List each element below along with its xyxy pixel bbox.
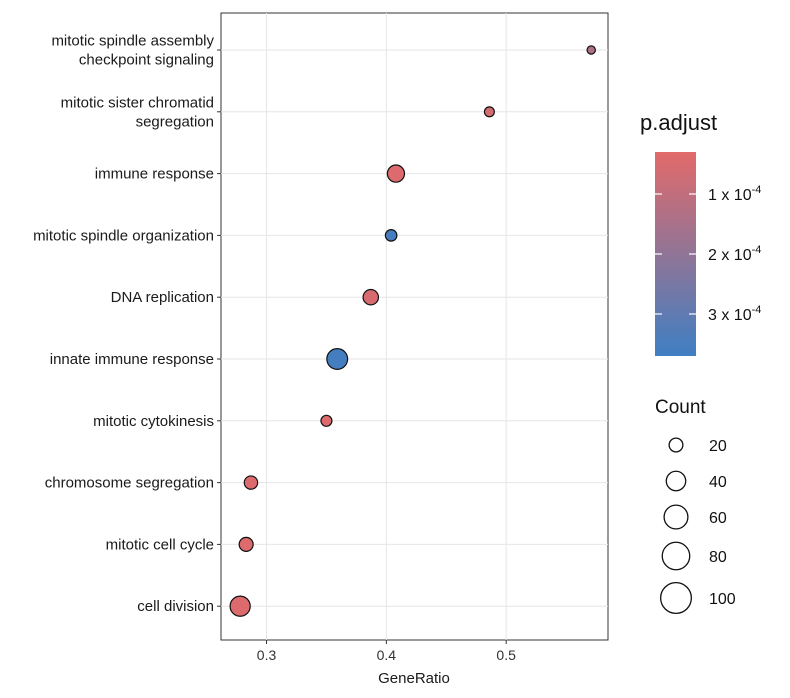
y-category-label-line: innate immune response bbox=[50, 351, 214, 368]
y-category-label-line: checkpoint signaling bbox=[79, 52, 214, 69]
y-category-label-line: mitotic spindle assembly bbox=[51, 33, 214, 50]
size-legend-label: 100 bbox=[709, 591, 736, 608]
y-category-label: mitotic cytokinesis bbox=[93, 413, 214, 430]
data-point bbox=[243, 475, 259, 490]
size-legend-circle bbox=[668, 437, 684, 453]
data-point bbox=[326, 348, 349, 370]
y-category-label: mitotic spindle assembly checkpoint signa… bbox=[51, 33, 214, 69]
y-category-label-line: cell division bbox=[137, 598, 214, 615]
size-legend-circle bbox=[659, 581, 693, 615]
color-legend-label: 3 x 10-4 bbox=[708, 304, 761, 324]
y-axis-ticks: mitotic spindle assembly checkpoint signa… bbox=[33, 33, 221, 615]
y-category-label: DNA replication bbox=[111, 289, 214, 306]
y-category-label: chromosome segregation bbox=[45, 475, 214, 492]
data-point bbox=[386, 164, 406, 183]
data-point bbox=[320, 414, 333, 427]
plot-panel bbox=[220, 12, 609, 641]
x-axis-title: GeneRatio bbox=[378, 670, 450, 687]
color-legend-label: 1 x 10-4 bbox=[708, 184, 761, 204]
grid-lines bbox=[221, 13, 608, 640]
size-legend-circle bbox=[661, 541, 691, 571]
y-category-label-line: mitotic spindle organization bbox=[33, 227, 214, 244]
data-point bbox=[384, 229, 398, 242]
y-category-label-line: chromosome segregation bbox=[45, 475, 214, 492]
y-category-label-line: immune response bbox=[95, 166, 214, 183]
y-category-label: innate immune response bbox=[50, 351, 214, 368]
y-category-label-line: mitotic cytokinesis bbox=[93, 413, 214, 430]
color-legend-title: p.adjust bbox=[640, 110, 717, 135]
size-legend-label: 80 bbox=[709, 549, 727, 566]
size-legend-label: 20 bbox=[709, 438, 727, 455]
data-point bbox=[229, 595, 251, 617]
y-category-label-line: mitotic cell cycle bbox=[106, 536, 214, 553]
y-category-label: mitotic spindle organization bbox=[33, 227, 214, 244]
x-tick-label: 0.4 bbox=[377, 647, 397, 663]
size-legend: 20 40 60 80 100 bbox=[659, 437, 736, 615]
size-legend-label: 40 bbox=[709, 474, 727, 491]
y-category-label: cell division bbox=[137, 598, 214, 615]
x-tick-label: 0.5 bbox=[496, 647, 516, 663]
color-legend-ticks: 1 x 10-4 2 x 10-4 3 x 10-4 bbox=[655, 184, 761, 324]
y-category-label-line: mitotic sister chromatid bbox=[61, 94, 214, 111]
size-legend-label: 60 bbox=[709, 510, 727, 527]
data-point bbox=[483, 106, 495, 118]
y-category-label: mitotic sister chromatid segregation bbox=[61, 94, 214, 130]
size-legend-circle bbox=[663, 504, 689, 530]
data-point bbox=[238, 536, 254, 552]
data-point bbox=[586, 45, 596, 55]
size-legend-circle bbox=[665, 470, 687, 492]
y-category-label-line: DNA replication bbox=[111, 289, 214, 306]
y-category-label: immune response bbox=[95, 166, 214, 183]
y-category-label: mitotic cell cycle bbox=[106, 536, 214, 553]
data-points bbox=[229, 45, 596, 617]
size-legend-title: Count bbox=[655, 397, 706, 418]
x-tick-label: 0.3 bbox=[257, 647, 277, 663]
color-legend-label: 2 x 10-4 bbox=[708, 244, 761, 264]
y-category-label-line: segregation bbox=[136, 113, 214, 130]
x-axis-ticks: 0.3 0.4 0.5 bbox=[257, 640, 516, 663]
data-point bbox=[362, 288, 380, 306]
